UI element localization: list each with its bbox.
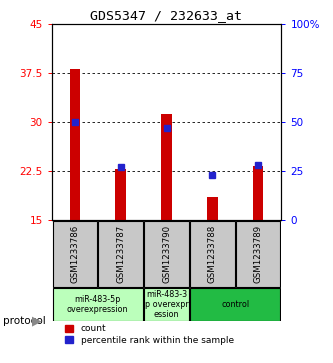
Text: ▶: ▶ bbox=[32, 315, 41, 328]
FancyBboxPatch shape bbox=[145, 221, 188, 287]
Title: GDS5347 / 232633_at: GDS5347 / 232633_at bbox=[91, 9, 242, 23]
FancyBboxPatch shape bbox=[99, 221, 143, 287]
Text: miR-483-3
p overexpr
ession: miR-483-3 p overexpr ession bbox=[145, 290, 188, 319]
FancyBboxPatch shape bbox=[190, 288, 280, 321]
FancyBboxPatch shape bbox=[236, 221, 280, 287]
FancyBboxPatch shape bbox=[53, 221, 97, 287]
Text: GSM1233788: GSM1233788 bbox=[208, 225, 217, 283]
FancyBboxPatch shape bbox=[190, 221, 234, 287]
Text: GSM1233789: GSM1233789 bbox=[254, 225, 263, 283]
Text: GSM1233786: GSM1233786 bbox=[70, 225, 79, 283]
Bar bbox=[70, 69, 80, 220]
FancyBboxPatch shape bbox=[53, 288, 143, 321]
Text: GSM1233790: GSM1233790 bbox=[162, 225, 171, 283]
Bar bbox=[116, 169, 126, 220]
Bar bbox=[162, 114, 171, 220]
Text: GSM1233787: GSM1233787 bbox=[116, 225, 125, 283]
Text: protocol: protocol bbox=[3, 316, 46, 326]
Text: miR-483-5p
overexpression: miR-483-5p overexpression bbox=[67, 295, 128, 314]
Bar bbox=[207, 197, 217, 220]
Bar bbox=[253, 166, 263, 220]
Text: control: control bbox=[221, 300, 249, 309]
Legend: count, percentile rank within the sample: count, percentile rank within the sample bbox=[65, 325, 234, 344]
FancyBboxPatch shape bbox=[145, 288, 188, 321]
